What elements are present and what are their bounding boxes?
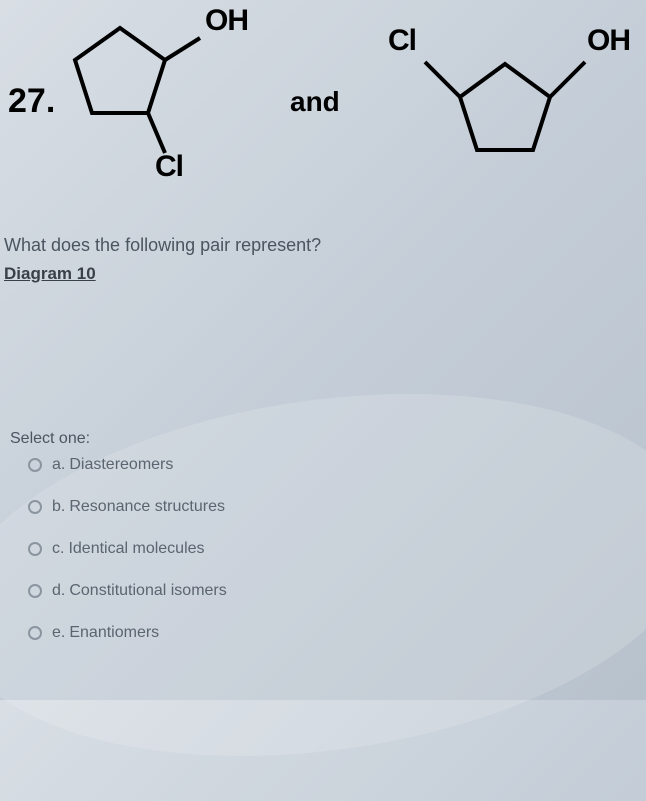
mol2-tail-left (425, 62, 460, 97)
mol1-tail-top (165, 38, 200, 60)
option-letter: d. (52, 582, 65, 600)
option-letter: b. (52, 498, 65, 516)
diagram-link[interactable]: Diagram 10 (0, 264, 96, 284)
option-a[interactable]: a. Diastereomers (28, 456, 227, 474)
molecule-1: OH Cl (60, 8, 240, 183)
option-c[interactable]: c. Identical molecules (28, 540, 227, 558)
option-text: Identical molecules (68, 540, 204, 558)
option-text: Diastereomers (69, 456, 173, 474)
option-e[interactable]: e. Enantiomers (28, 624, 227, 642)
mol2-ring (460, 64, 550, 150)
radio-icon[interactable] (28, 584, 42, 598)
question-text: What does the following pair represent? (0, 235, 321, 256)
mol1-ring (75, 28, 165, 113)
radio-icon[interactable] (28, 458, 42, 472)
mol1-tail-bottom (148, 113, 165, 153)
radio-icon[interactable] (28, 542, 42, 556)
mol2-tail-right (550, 62, 585, 97)
options-list: a. Diastereomers b. Resonance structures… (28, 456, 227, 666)
option-text: Enantiomers (69, 624, 159, 642)
molecule-2: Cl OH (390, 2, 620, 177)
mol1-label-oh: OH (205, 4, 248, 38)
question-number: 27. (8, 82, 55, 121)
molecule-2-svg (390, 2, 620, 172)
option-text: Resonance structures (69, 498, 225, 516)
and-text: and (290, 86, 340, 118)
molecule-diagram: OH Cl and Cl OH (60, 8, 630, 208)
option-b[interactable]: b. Resonance structures (28, 498, 227, 516)
radio-icon[interactable] (28, 500, 42, 514)
option-letter: a. (52, 456, 65, 474)
option-d[interactable]: d. Constitutional isomers (28, 582, 227, 600)
option-text: Constitutional isomers (69, 582, 226, 600)
mol2-label-oh: OH (587, 24, 630, 58)
option-letter: e. (52, 624, 65, 642)
mol1-label-cl: Cl (155, 150, 183, 184)
mol2-label-cl: Cl (388, 24, 416, 58)
radio-icon[interactable] (28, 626, 42, 640)
select-one-label: Select one: (10, 430, 90, 448)
option-letter: c. (52, 540, 64, 558)
